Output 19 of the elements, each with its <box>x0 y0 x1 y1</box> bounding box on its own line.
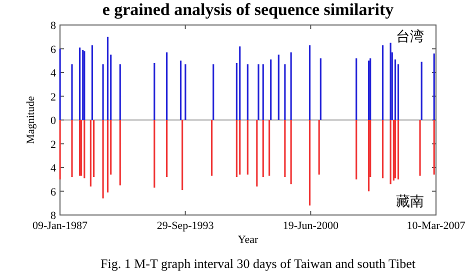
y-tick-label: 8 <box>50 210 56 222</box>
chart-title: e grained analysis of sequence similarity <box>102 0 394 19</box>
series-label: 藏南 <box>396 194 424 210</box>
y-tick-label: 6 <box>50 44 56 56</box>
x-tick-label: 29-Sep-1993 <box>156 220 214 232</box>
series-label: 台湾 <box>396 29 424 45</box>
x-tick-label: 09-Jan-1987 <box>32 220 88 232</box>
caption: Fig. 1 M-T graph interval 30 days of Taiwan and south Tibet <box>100 256 416 271</box>
y-tick-label: 6 <box>50 186 56 198</box>
y-tick-label: 4 <box>50 162 56 174</box>
x-tick-label: 10-Mar-2007 <box>406 220 466 232</box>
x-axis-title: Year <box>238 234 258 246</box>
y-tick-label: 4 <box>50 68 56 80</box>
y-tick-label: 8 <box>50 20 56 32</box>
y-tick-label: 2 <box>50 138 56 151</box>
y-axis-title: Magnitude <box>25 96 37 144</box>
x-tick-label: 19-Jun-2000 <box>282 220 339 232</box>
y-tick-label: 2 <box>50 91 56 104</box>
y-tick-label: 0 <box>50 115 56 127</box>
